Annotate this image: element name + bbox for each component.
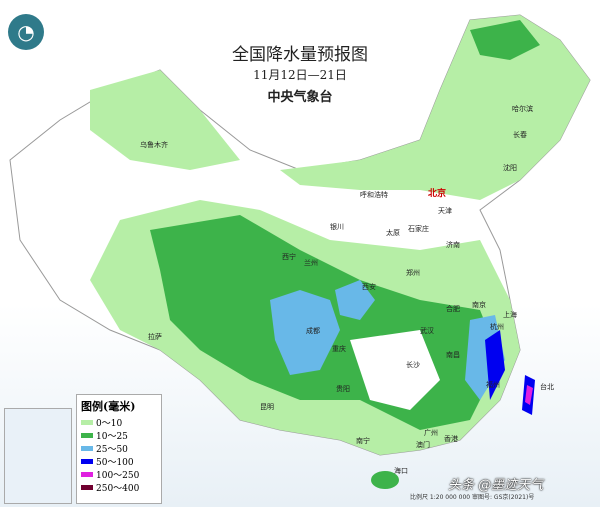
city-label: 济南	[446, 241, 460, 249]
date-range: 11月12日—21日	[253, 68, 347, 82]
city-label: 乌鲁木齐	[140, 141, 168, 149]
rain-50-100-east	[485, 330, 505, 400]
rain-100-250-taiwan	[525, 385, 533, 405]
city-label: 沈阳	[503, 164, 517, 172]
city-label: 兰州	[304, 259, 318, 267]
cma-logo: ◔	[8, 14, 44, 50]
city-label: 石家庄	[408, 225, 429, 233]
city-label: 天津	[438, 207, 452, 215]
hainan	[371, 471, 399, 489]
city-label: 南宁	[356, 437, 370, 445]
issuer: 中央气象台	[267, 90, 333, 105]
city-label: 北京	[428, 189, 447, 199]
city-label: 哈尔滨	[512, 105, 533, 113]
map-title: 全国降水量预报图	[232, 45, 368, 65]
city-label: 台北	[540, 383, 554, 391]
legend-item: 10～25	[81, 430, 157, 442]
city-label: 西安	[362, 283, 376, 291]
legend-item: 50～100	[81, 456, 157, 468]
scale-note: 比例尺 1:20 000 000 审图号: GS京(2021)号	[410, 494, 535, 501]
city-label: 重庆	[332, 345, 346, 353]
legend-item: 100～250	[81, 469, 157, 481]
city-label: 澳门	[416, 441, 430, 449]
city-label: 上海	[503, 311, 517, 319]
city-label: 成都	[306, 327, 320, 335]
city-label: 太原	[386, 229, 400, 237]
city-label: 广州	[424, 429, 438, 437]
city-label: 海口	[394, 467, 408, 475]
city-label: 拉萨	[148, 333, 162, 341]
city-label: 西宁	[282, 253, 296, 261]
city-label: 郑州	[406, 269, 420, 277]
legend-item: 250～400	[81, 482, 157, 494]
rain-0-10-xinjiang	[90, 70, 240, 170]
rain-25-50-sichuan	[270, 290, 340, 375]
city-label: 合肥	[446, 305, 460, 313]
legend-item: 0～10	[81, 417, 157, 429]
rain-0-10-central	[350, 330, 440, 410]
legend: 图例(毫米) 0～10 10～25 25～50 50～100 100～250 2…	[76, 394, 162, 504]
rain-0-10-north	[280, 15, 590, 200]
city-label: 银川	[330, 223, 344, 231]
city-label: 昆明	[260, 403, 274, 411]
south-china-sea-inset	[4, 408, 72, 504]
city-label: 长春	[513, 131, 527, 139]
legend-item: 25～50	[81, 443, 157, 455]
city-label: 南昌	[446, 351, 460, 359]
city-label: 香港	[444, 435, 458, 443]
city-label: 呼和浩特	[360, 191, 388, 199]
rain-10-25-northeast	[470, 20, 540, 60]
city-label: 武汉	[420, 327, 434, 335]
city-label: 南京	[472, 301, 486, 309]
legend-title: 图例(毫米)	[81, 400, 136, 413]
city-label: 长沙	[406, 361, 420, 369]
watermark: 头条 @墨迹天气	[448, 478, 544, 493]
city-label: 杭州	[490, 323, 504, 331]
city-label: 福州	[486, 381, 500, 389]
city-label: 贵阳	[336, 385, 350, 393]
rain-25-50-shaanxi	[335, 280, 375, 320]
